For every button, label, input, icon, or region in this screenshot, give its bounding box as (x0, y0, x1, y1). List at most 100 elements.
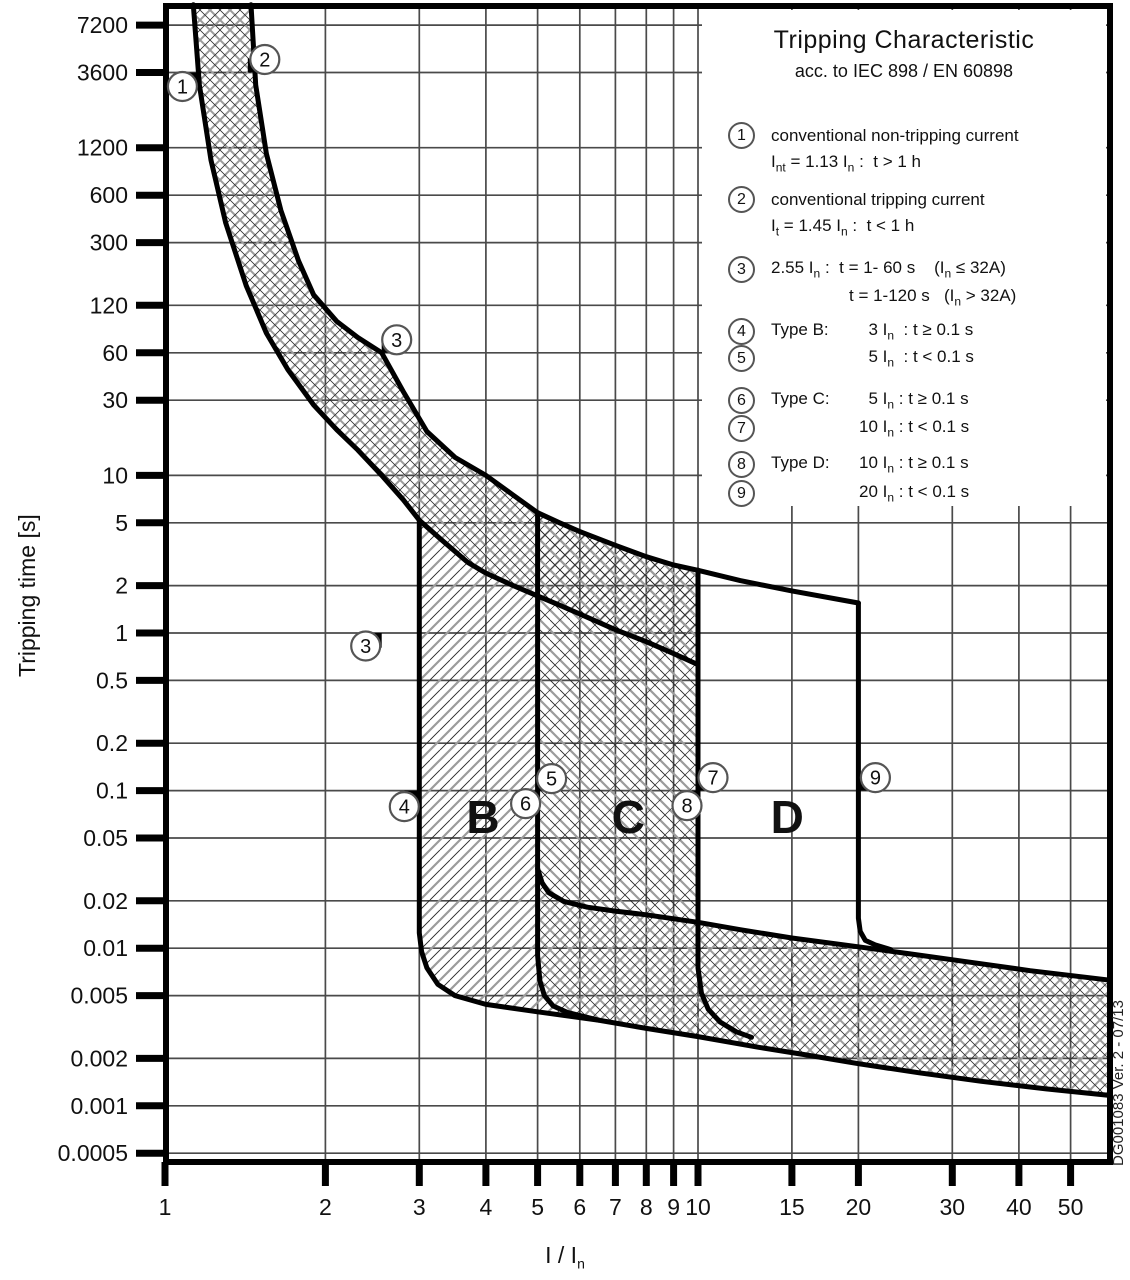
subscript: n (887, 397, 895, 412)
marker-number: 2 (259, 50, 270, 72)
chart-subtitle: acc. to IEC 898 / EN 60898 (794, 61, 1014, 81)
marker-5: 5 (535, 762, 568, 795)
y-tick-label: 0.1 (96, 778, 128, 804)
text-segment: : t ≥ 0.1 s (894, 389, 969, 409)
x-tick-label: 10 (685, 1194, 711, 1220)
x-tick-label: 8 (640, 1194, 653, 1220)
subscript: t (775, 224, 780, 239)
text-segment: 20 I (859, 482, 888, 502)
legend-rows: 1 conventional non-tripping current Int = … (728, 122, 1108, 507)
x-axis-title: I / In (0, 1242, 1130, 1272)
y-tick-label: 0.05 (83, 825, 128, 851)
legend-background (702, 10, 1106, 506)
y-tick-label: 0.2 (96, 730, 128, 756)
legend-row: 3 2.55 In : t = 1- 60 s (In ≤ 32A) (728, 256, 1108, 283)
legend-text: conventional non-tripping current (771, 126, 1019, 146)
y-tick-label: 0.001 (70, 1093, 128, 1119)
marker-3: 3 (350, 630, 382, 662)
marker-2: 2 (247, 43, 281, 76)
marker-circle (697, 761, 729, 794)
legend-row: 9 20 In : t < 0.1 s (728, 480, 1108, 507)
legend-text: Int = 1.13 In : t > 1 h (771, 152, 921, 174)
legend-row: 8 Type D: 10 In : t ≥ 0.1 s (728, 451, 1108, 478)
text-segment: Type D: (771, 453, 830, 473)
marker-number: 7 (707, 768, 718, 790)
fill-region-b (419, 520, 599, 1021)
marker-circle (166, 70, 198, 103)
text-segment: I / I (545, 1242, 578, 1268)
marker-circle (350, 630, 382, 662)
y-tick-label: 1 (115, 620, 128, 646)
y-tick-label: 1200 (77, 135, 128, 161)
text-segment: : t < 0.1 s (894, 482, 970, 502)
curve-d-top (695, 567, 861, 606)
subscript: nt (775, 160, 786, 175)
text-segment: : t = 1- 60 s (I (820, 258, 945, 278)
marker-number: 3 (360, 636, 371, 658)
legend-text: 2.55 In : t = 1- 60 s (In ≤ 32A) (771, 258, 1006, 280)
y-tick-label: 0.0005 (58, 1140, 128, 1166)
marker-number: 9 (870, 768, 881, 790)
y-tick-label: 5 (115, 510, 128, 536)
legend-row: 2 conventional tripping current (728, 186, 1108, 213)
subscript: n (944, 266, 952, 281)
x-tick-label: 3 (413, 1194, 426, 1220)
y-tick-label: 120 (90, 292, 128, 318)
subscript: n (887, 355, 895, 370)
text-segment: Type C: (771, 389, 830, 409)
marker-number: 6 (520, 794, 531, 816)
marker-3: 3 (381, 324, 413, 356)
y-tick-label: 0.5 (96, 667, 128, 693)
subscript: n (841, 224, 848, 239)
text-segment: 3 I (859, 320, 888, 340)
legend-panel: Tripping Characteristic acc. to IEC 898 … (702, 26, 1106, 507)
x-tick-label: 2 (319, 1194, 332, 1220)
text-segment: ≤ 32A) (951, 258, 1006, 278)
text-segment: t = 1-120 s (I (849, 286, 955, 306)
subscript: n (954, 294, 962, 309)
x-tick-label: 7 (609, 1194, 622, 1220)
text-segment: conventional non-tripping current (771, 125, 1019, 145)
x-tick-label: 15 (779, 1194, 805, 1220)
y-tick-label: 30 (102, 387, 128, 413)
text-segment: 10 I (859, 453, 888, 473)
x-tick-label: 30 (940, 1194, 966, 1220)
y-tick-label: 0.01 (83, 935, 128, 961)
marker-circle (381, 324, 413, 356)
legend-text: Type B: 3 In : t ≥ 0.1 s (771, 320, 973, 342)
text-segment: 2.55 I (771, 258, 814, 278)
legend-number-spacer (728, 150, 755, 177)
subscript: n (813, 266, 821, 281)
y-tick-label: 10 (102, 462, 128, 488)
text-segment: : t > 1 h (854, 152, 921, 172)
y-tick-label: 3600 (77, 60, 128, 86)
legend-row: 7 10 In : t < 0.1 s (728, 415, 1108, 442)
legend-number-badge: 1 (728, 122, 755, 149)
text-segment: > 32A) (961, 286, 1017, 306)
marker-number: 4 (399, 797, 410, 819)
subscript: n (887, 328, 895, 343)
legend-text: t = 1-120 s (In > 32A) (771, 286, 1016, 308)
marker-circle (671, 789, 703, 822)
x-tick-label: 9 (667, 1194, 680, 1220)
tick-labels: 1 2 3 4 5 6 7 8 9 10 15 20 30 40 507200360012006003001… (58, 12, 1084, 1220)
text-segment: = 1.45 I (779, 216, 841, 236)
curve-lower-thermal-1.13In (190, 2, 701, 668)
curve-b-left-3In-and-band-bottom (416, 517, 1110, 1098)
curve-d-right-20In (855, 600, 894, 953)
document-id-watermark: DG001083 Ver. 2 - 07/13 (1110, 1000, 1127, 1166)
text-segment: conventional tripping current (771, 189, 985, 209)
marker-circle (249, 43, 281, 76)
marker-1: 1 (166, 70, 199, 103)
marker-4: 4 (388, 790, 420, 823)
subscript: n (887, 461, 895, 476)
legend-row: 5 5 In : t < 0.1 s (728, 345, 1108, 372)
marker-6: 6 (509, 787, 542, 820)
text-segment: : t ≥ 0.1 s (894, 320, 974, 340)
x-tick-label: 4 (480, 1194, 493, 1220)
legend-text: 10 In : t < 0.1 s (771, 417, 969, 439)
region-label-B: B (466, 791, 499, 843)
subscript: n (847, 160, 855, 175)
text-segment: : t < 0.1 s (894, 347, 974, 367)
